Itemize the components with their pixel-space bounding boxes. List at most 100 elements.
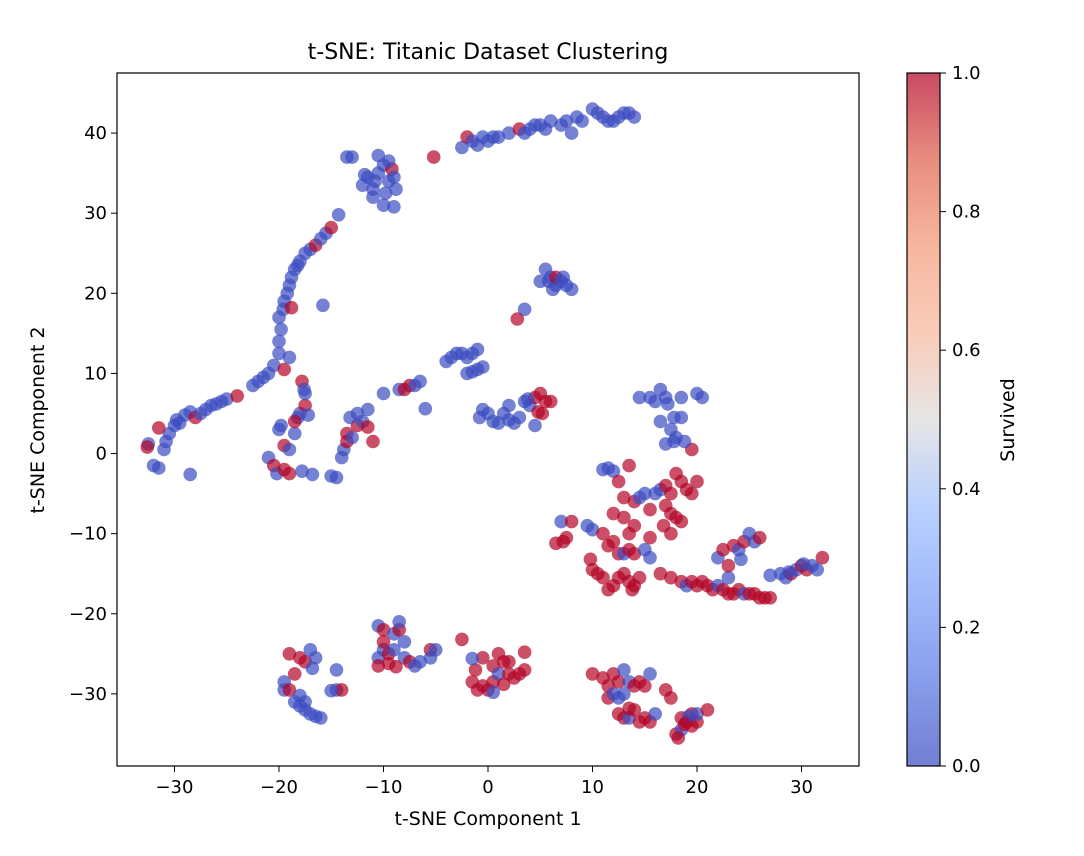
data-point (366, 434, 380, 449)
data-point (815, 550, 830, 565)
data-point (282, 442, 297, 457)
data-point (343, 410, 357, 425)
data-point (305, 467, 320, 482)
data-point (376, 623, 391, 637)
data-point (559, 114, 574, 128)
data-point (611, 675, 626, 689)
data-point (695, 390, 709, 405)
data-point (468, 663, 483, 677)
data-point (366, 190, 380, 204)
data-point (486, 685, 501, 700)
data-point (140, 440, 155, 454)
data-point (638, 486, 652, 501)
data-point (357, 167, 372, 182)
data-point (361, 402, 375, 417)
data-point (664, 486, 678, 501)
data-point (810, 562, 824, 577)
colorbar-tick-label: 0.2 (952, 617, 981, 638)
data-point (664, 526, 678, 541)
data-point (491, 130, 506, 144)
data-point (282, 647, 297, 661)
data-point (413, 655, 427, 669)
data-point (585, 667, 600, 681)
data-point (316, 298, 330, 313)
data-point (596, 526, 610, 541)
data-point (361, 420, 375, 434)
x-tick-label: −10 (364, 777, 402, 798)
data-point (664, 570, 678, 585)
data-point (627, 110, 642, 124)
data-point (658, 437, 673, 451)
data-point (546, 282, 560, 297)
data-point (389, 182, 403, 196)
data-point (554, 514, 568, 529)
data-point (632, 390, 647, 405)
data-point (287, 414, 302, 429)
data-point (476, 360, 490, 374)
data-point (617, 490, 631, 505)
data-point (274, 418, 288, 433)
data-point (622, 701, 636, 716)
data-point (627, 546, 642, 561)
data-point (308, 651, 323, 665)
x-axis-label: t-SNE Component 1 (394, 808, 581, 830)
data-point (465, 651, 480, 666)
data-point (700, 703, 715, 717)
data-point (632, 570, 647, 585)
data-point (543, 114, 558, 128)
data-point (371, 659, 386, 673)
data-point (392, 615, 407, 629)
data-point (653, 414, 668, 429)
data-point (677, 717, 692, 732)
data-point (653, 566, 668, 581)
x-tick-label: −30 (155, 777, 193, 798)
data-point (387, 643, 401, 657)
data-point (606, 464, 621, 479)
y-tick-label: 10 (84, 363, 107, 384)
x-tick-label: 30 (790, 777, 813, 798)
data-point (763, 591, 777, 605)
x-axis: −30 −20 −10 0 10 20 30 (155, 766, 813, 798)
data-point (556, 534, 570, 549)
data-point (556, 270, 570, 285)
data-point (617, 663, 631, 677)
data-point (601, 582, 615, 597)
data-point (371, 148, 386, 163)
data-point (387, 200, 401, 214)
data-point (617, 510, 631, 525)
data-point (502, 398, 516, 413)
data-point (219, 392, 234, 406)
data-point (543, 394, 558, 409)
data-point (528, 418, 542, 433)
data-point (674, 514, 689, 529)
data-point (282, 350, 297, 365)
data-point (622, 458, 636, 473)
colorbar-tick-label: 0.4 (952, 479, 981, 500)
data-point (413, 374, 427, 389)
data-point (664, 691, 678, 705)
data-point (627, 518, 642, 533)
data-point (476, 651, 490, 665)
data-point (297, 382, 311, 397)
data-point (152, 461, 166, 475)
data-point (274, 322, 288, 337)
data-point (418, 401, 433, 416)
y-axis: −30 −20 −10 0 10 20 30 40 (69, 123, 117, 705)
data-point (617, 687, 631, 701)
data-point (564, 282, 579, 297)
data-point (782, 565, 796, 579)
data-point (674, 410, 689, 425)
data-point (517, 645, 532, 659)
data-point (389, 659, 403, 674)
data-point (575, 114, 589, 128)
data-point (284, 300, 299, 315)
data-point (533, 274, 548, 289)
data-point (734, 552, 748, 567)
data-point (685, 486, 699, 501)
colorbar-tick-label: 0.8 (952, 202, 981, 223)
data-point (295, 464, 309, 479)
data-point (345, 430, 359, 445)
data-point (376, 198, 391, 212)
data-point (763, 568, 777, 583)
